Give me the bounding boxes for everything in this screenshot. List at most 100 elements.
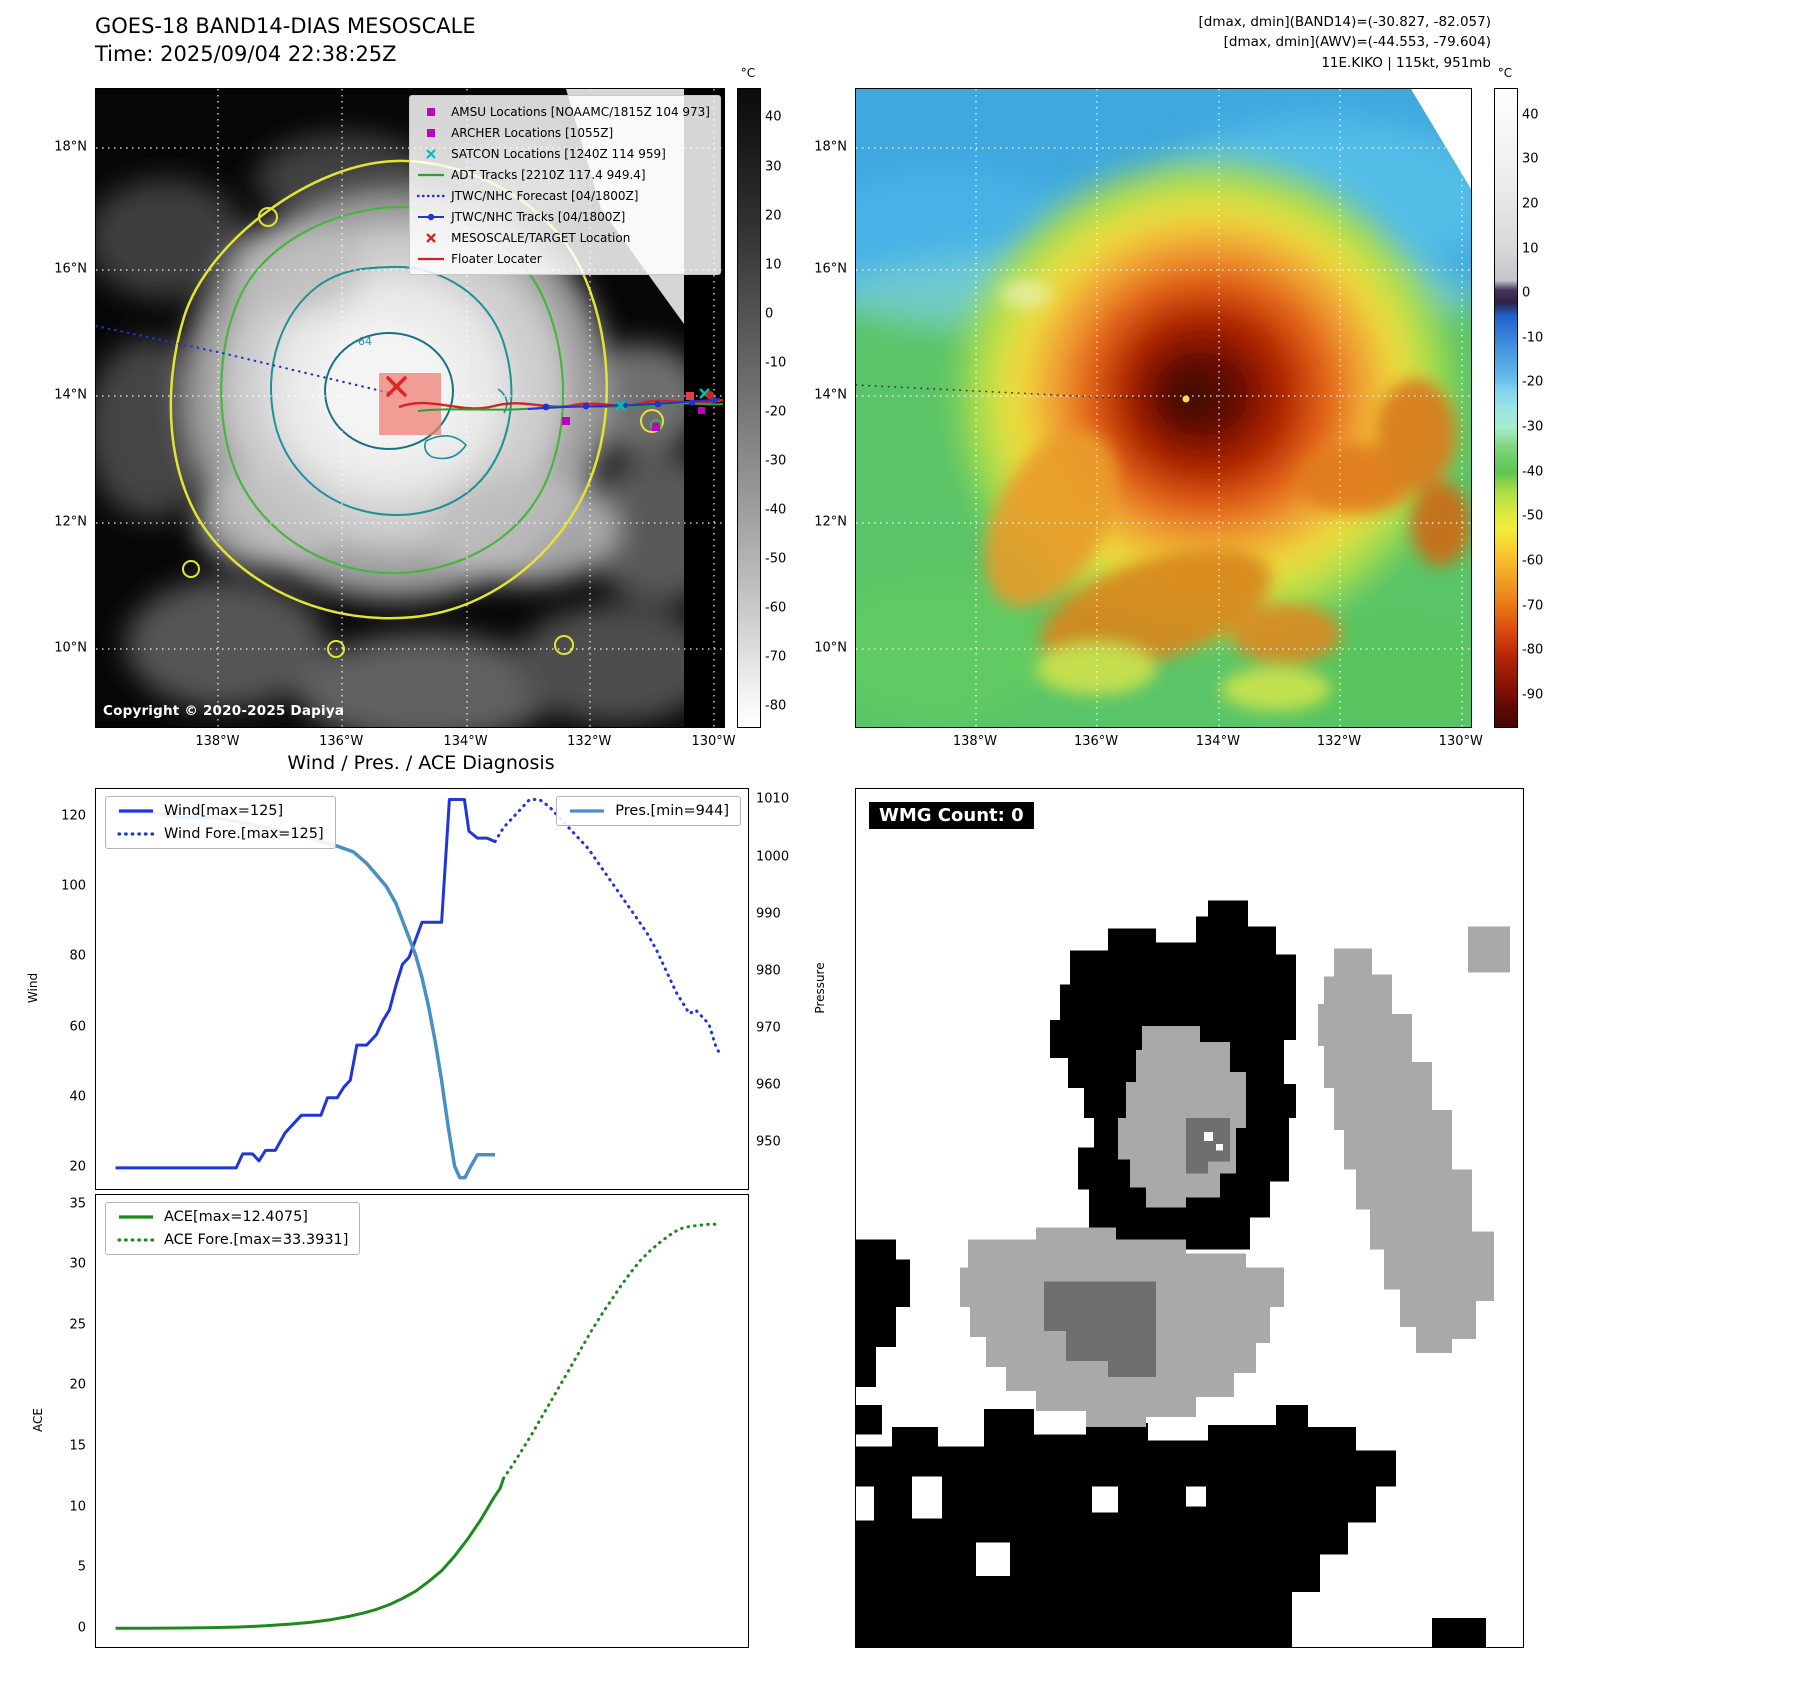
y-tick-label: 15 xyxy=(69,1438,86,1454)
jtwc-track-line xyxy=(527,398,721,410)
lat-tick-label: 10°N xyxy=(814,640,847,656)
lon-tick-label: 132°W xyxy=(1316,734,1362,749)
wmg-count-badge: WMG Count: 0 xyxy=(869,802,1034,829)
storm-id-intensity: 11E.KIKO | 115kt, 951mb xyxy=(1321,54,1491,71)
line-red-icon xyxy=(416,253,446,265)
wind-pressure-chart: Wind[max=125] Wind Fore.[max=125] Pres.[mi… xyxy=(95,788,749,1190)
series-line xyxy=(502,1222,721,1480)
y-tick-label: 100 xyxy=(61,878,86,894)
colorbar-tick-label: 10 xyxy=(765,257,782,273)
panel1-header: GOES-18 BAND14-DIAS MESOSCALE Time: 2025… xyxy=(95,12,476,69)
lat-tick-label: 12°N xyxy=(54,514,87,530)
lat-tick-label: 18°N xyxy=(814,139,847,155)
y-tick-label: 970 xyxy=(756,1020,781,1036)
colorbar-unit-label: °C xyxy=(1497,66,1513,80)
chart-legend-item: ACE[max=12.4075] xyxy=(117,1209,348,1225)
series-line xyxy=(115,798,496,1170)
map-legend-item: JTWC/NHC Forecast [04/1800Z] xyxy=(416,186,710,205)
line-dotted-blue-icon xyxy=(416,190,446,202)
lon-tick-label: 134°W xyxy=(1195,734,1240,749)
y-tick-label: 20 xyxy=(69,1377,86,1393)
chart-legend-label: ACE[max=12.4075] xyxy=(164,1209,308,1225)
colorbar-tick-label: -20 xyxy=(765,404,787,420)
series-line xyxy=(115,810,495,1180)
colorbar-tick-label: -30 xyxy=(1522,419,1544,435)
lon-tick-label: 138°W xyxy=(195,734,240,749)
wind-axis-label: Wind xyxy=(26,972,40,1004)
colorbar-tick-label: -50 xyxy=(1522,508,1544,524)
chart-legend-item: Wind[max=125] xyxy=(117,803,324,819)
lat-tick-label: 14°N xyxy=(814,387,847,403)
colorbar-tick-label: -20 xyxy=(1522,374,1544,390)
y-tick-label: 990 xyxy=(756,906,781,922)
colorbar-unit-label: °C xyxy=(740,66,756,80)
chart-legend: ACE[max=12.4075] ACE Fore.[max=33.3931] xyxy=(105,1202,361,1255)
legend-line-sample-icon xyxy=(117,1235,155,1245)
legend-line-sample-icon xyxy=(568,806,606,816)
colorbar-tick-label: 40 xyxy=(765,109,782,125)
color-ir-map xyxy=(855,88,1472,728)
map-legend-item: MESOSCALE/TARGET Location xyxy=(416,228,710,247)
dmax-dmin-band14: [dmax, dmin](BAND14)=(-30.827, -82.057) xyxy=(1198,14,1491,30)
colorbar-tick-label: 40 xyxy=(1522,107,1539,123)
chart-legend-label: Wind[max=125] xyxy=(164,803,284,819)
legend-line-sample-icon xyxy=(117,1212,155,1222)
map-legend-item: SATCON Locations [1240Z 114 959] xyxy=(416,144,710,163)
fix-cluster-markers xyxy=(686,391,714,400)
y-tick-label: 60 xyxy=(69,1019,86,1035)
lon-tick-label: 136°W xyxy=(1073,734,1119,749)
line-green-icon xyxy=(416,169,446,181)
target-x-icon xyxy=(386,376,407,397)
colorbar-tick-label: -60 xyxy=(765,600,787,616)
lon-tick-label: 138°W xyxy=(952,734,998,749)
band14-colorbar xyxy=(737,88,761,728)
chart-legend: Pres.[min=944] xyxy=(556,796,741,826)
y-tick-label: 30 xyxy=(69,1256,86,1272)
square-magenta-icon xyxy=(416,127,446,139)
copyright-text: Copyright © 2020-2025 Dapiya xyxy=(103,703,345,719)
x-red-icon xyxy=(416,232,446,244)
chart-legend-item: Wind Fore.[max=125] xyxy=(117,826,324,842)
ir-colorbar-gradient xyxy=(1495,89,1517,727)
y-tick-label: 120 xyxy=(61,808,86,824)
map-legend-label: SATCON Locations [1240Z 114 959] xyxy=(451,146,666,161)
dmax-dmin-awv: [dmax, dmin](AWV)=(-44.553, -79.604) xyxy=(1223,34,1491,51)
forecast-track-line xyxy=(856,384,1177,400)
color-ir-satellite-image xyxy=(856,89,1471,727)
colorbar-tick-label: 30 xyxy=(1522,151,1539,167)
lon-tick-label: 130°W xyxy=(1438,734,1483,749)
map-legend-label: ARCHER Locations [1055Z] xyxy=(451,125,614,140)
wmg-panel: WMG Count: 0 xyxy=(855,788,1524,1648)
y-tick-label: 950 xyxy=(756,1134,781,1150)
panel2-header: [dmax, dmin](BAND14)=(-30.827, -82.057) … xyxy=(855,12,1491,73)
panel1-title: GOES-18 BAND14-DIAS MESOSCALE xyxy=(95,14,476,38)
contour-value-label: -64 xyxy=(354,335,372,348)
y-tick-label: 40 xyxy=(69,1089,86,1105)
colorbar-tick-label: -50 xyxy=(765,551,787,567)
map-legend-label: AMSU Locations [NOAAMC/1815Z 104 973] xyxy=(451,104,710,119)
lat-tick-label: 12°N xyxy=(814,514,847,530)
colorbar-tick-label: 0 xyxy=(765,306,774,322)
panel1-time: Time: 2025/09/04 22:38:25Z xyxy=(95,42,397,67)
chart-legend-label: Pres.[min=944] xyxy=(615,803,729,819)
ace-chart: ACE[max=12.4075] ACE Fore.[max=33.3931] xyxy=(95,1194,749,1648)
y-tick-label: 1010 xyxy=(756,791,790,807)
wmg-mask-image xyxy=(856,789,1523,1647)
map-legend-item: AMSU Locations [NOAAMC/1815Z 104 973] xyxy=(416,102,710,121)
colorbar-tick-label: -10 xyxy=(1522,330,1544,346)
chart-legend-label: Wind Fore.[max=125] xyxy=(164,826,324,842)
colorbar-tick-label: -80 xyxy=(765,698,787,714)
y-tick-label: 1000 xyxy=(756,849,790,865)
colorbar-tick-label: -10 xyxy=(765,355,787,371)
legend-line-sample-icon xyxy=(117,829,155,839)
colorbar-tick-label: -80 xyxy=(1522,642,1544,658)
colorbar-tick-label: -90 xyxy=(1522,687,1544,703)
amsu-archer-markers xyxy=(562,407,705,431)
y-tick-label: 35 xyxy=(69,1196,86,1212)
colorbar-tick-label: -40 xyxy=(765,502,787,518)
colorbar-tick-label: 30 xyxy=(765,159,782,175)
lat-tick-label: 18°N xyxy=(54,139,87,155)
square-magenta-icon xyxy=(416,106,446,118)
lat-tick-label: 16°N xyxy=(814,261,847,277)
chart-title: Wind / Pres. / ACE Diagnosis xyxy=(287,752,555,774)
